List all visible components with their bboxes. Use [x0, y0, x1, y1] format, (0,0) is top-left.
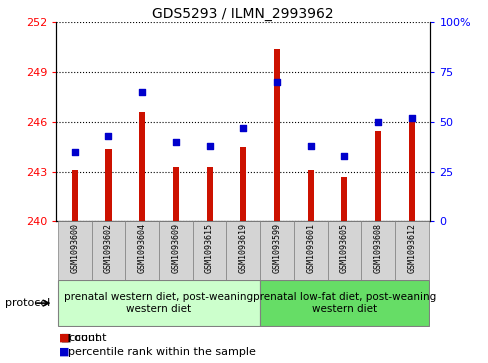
- Text: GSM1093612: GSM1093612: [407, 223, 415, 273]
- Point: [239, 125, 246, 131]
- Bar: [192, 221, 226, 280]
- Bar: [394, 221, 428, 280]
- Text: count: count: [68, 333, 100, 343]
- Bar: [361, 221, 394, 280]
- Text: protocol: protocol: [5, 298, 50, 308]
- Text: GSM1093600: GSM1093600: [70, 223, 79, 273]
- Title: GDS5293 / ILMN_2993962: GDS5293 / ILMN_2993962: [152, 7, 333, 21]
- Text: GSM1093609: GSM1093609: [171, 223, 180, 273]
- Text: GSM1093605: GSM1093605: [339, 223, 348, 273]
- Bar: [58, 221, 91, 280]
- Bar: [327, 221, 361, 280]
- Bar: [408, 122, 414, 221]
- Point: [407, 115, 415, 121]
- Bar: [125, 221, 159, 280]
- Bar: [226, 221, 260, 280]
- Text: prenatal western diet, post-weaning
western diet: prenatal western diet, post-weaning west…: [64, 292, 253, 314]
- Bar: [72, 170, 78, 221]
- Text: GSM1093608: GSM1093608: [373, 223, 382, 273]
- Text: percentile rank within the sample: percentile rank within the sample: [68, 347, 256, 357]
- Point: [172, 139, 180, 144]
- Bar: [273, 49, 280, 221]
- Bar: [293, 221, 327, 280]
- Bar: [260, 281, 428, 326]
- Text: ■: ■: [59, 347, 69, 357]
- Bar: [240, 147, 246, 221]
- Bar: [260, 221, 293, 280]
- Bar: [159, 221, 192, 280]
- Text: GSM1093602: GSM1093602: [104, 223, 113, 273]
- Point: [71, 149, 79, 155]
- Bar: [341, 176, 346, 221]
- Text: GSM1093619: GSM1093619: [238, 223, 247, 273]
- Bar: [139, 113, 145, 221]
- Point: [272, 79, 280, 85]
- Text: prenatal low-fat diet, post-weaning
western diet: prenatal low-fat diet, post-weaning west…: [252, 292, 435, 314]
- Bar: [206, 167, 212, 221]
- Bar: [172, 167, 179, 221]
- Text: GSM1093599: GSM1093599: [272, 223, 281, 273]
- Point: [138, 89, 146, 95]
- Bar: [374, 131, 380, 221]
- Text: GSM1093601: GSM1093601: [305, 223, 315, 273]
- Point: [104, 133, 112, 139]
- Bar: [58, 281, 260, 326]
- Point: [373, 119, 381, 125]
- Point: [340, 152, 347, 158]
- Text: GSM1093604: GSM1093604: [138, 223, 146, 273]
- Point: [306, 143, 314, 148]
- Bar: [91, 221, 125, 280]
- Text: ■: ■: [59, 333, 69, 343]
- Point: [205, 143, 213, 148]
- Bar: [307, 170, 313, 221]
- Text: GSM1093615: GSM1093615: [204, 223, 214, 273]
- Bar: [105, 149, 111, 221]
- Text: ■ count: ■ count: [61, 333, 106, 343]
